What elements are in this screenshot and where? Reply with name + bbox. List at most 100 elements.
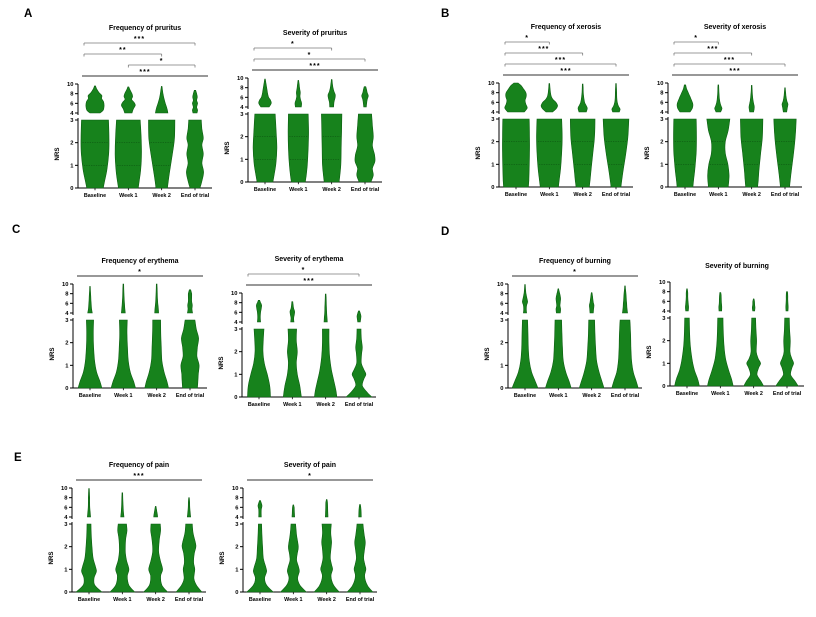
x-tick-label: Week 1 xyxy=(549,393,567,399)
significance-bar: *** xyxy=(76,473,202,481)
plot-title: Frequency of burning xyxy=(539,258,611,265)
significance-stars: *** xyxy=(555,57,566,64)
y-axis-title: NRS xyxy=(48,551,55,564)
y-tick-label: 8 xyxy=(500,292,504,298)
y-tick-label: 10 xyxy=(488,81,494,87)
x-tick-label: End of trial xyxy=(351,187,380,193)
violin-week-2 xyxy=(148,86,176,189)
y-tick-label: 1 xyxy=(234,372,238,378)
significance-stars: * xyxy=(302,267,306,274)
y-tick-label: 10 xyxy=(657,81,663,87)
x-tick-label: End of trial xyxy=(181,193,210,199)
x-axis: Baseline Week 1 Week 2 End of trial xyxy=(78,187,212,199)
significance-bar: * xyxy=(512,269,638,277)
y-tick-label: 6 xyxy=(662,299,666,305)
y-tick-label: 2 xyxy=(234,350,237,356)
significance-stars: * xyxy=(573,269,577,276)
significance-stars: * xyxy=(694,35,698,42)
significance-bar: *** xyxy=(672,68,798,76)
significance-stars: ** xyxy=(119,47,126,54)
x-tick-label: End of trial xyxy=(773,391,802,397)
significance-bar: *** xyxy=(83,36,196,46)
y-tick-label: 2 xyxy=(491,140,494,146)
y-tick-label: 1 xyxy=(500,363,504,369)
violin-week-2 xyxy=(743,298,765,387)
x-tick-label: Week 2 xyxy=(316,402,334,408)
significance-stars: *** xyxy=(309,63,320,70)
x-tick-label: End of trial xyxy=(345,402,374,408)
x-tick-label: Baseline xyxy=(78,597,100,603)
significance-bar: *** xyxy=(504,46,584,56)
significance-stars: *** xyxy=(538,46,549,53)
violin-baseline xyxy=(502,82,530,188)
panel-label-b: B xyxy=(441,8,450,20)
y-axis-title: NRS xyxy=(644,146,651,159)
significance-stars: *** xyxy=(139,69,150,76)
plot-title: Frequency of pruritus xyxy=(109,25,181,32)
violin-week-2 xyxy=(321,79,343,183)
y-tick-label: 0 xyxy=(70,186,73,192)
violin-week-1 xyxy=(545,288,572,389)
x-tick-label: Week 2 xyxy=(146,597,164,603)
violin-week-1 xyxy=(536,83,563,188)
violin-end-of-trial xyxy=(773,87,797,188)
y-tick-label: 6 xyxy=(491,100,495,106)
y-tick-label: 4 xyxy=(234,320,238,326)
violin-end-of-trial xyxy=(180,289,200,389)
plot-frequency-of-xerosis: Frequency of xerosis**********108643210N… xyxy=(475,24,633,198)
y-tick-label: 6 xyxy=(235,505,239,511)
violin-end-of-trial xyxy=(602,83,630,188)
x-tick-label: Week 1 xyxy=(284,597,302,603)
significance-bar: *** xyxy=(504,57,617,67)
y-tick-label: 10 xyxy=(232,486,238,492)
violin-end-of-trial xyxy=(186,90,204,189)
y-tick-label: 2 xyxy=(70,141,73,147)
x-axis: Baseline Week 1 Week 2 End of trial xyxy=(670,385,804,397)
y-tick-label: 3 xyxy=(240,112,244,118)
violin-week-1 xyxy=(110,283,136,389)
y-tick-label: 0 xyxy=(65,386,68,392)
x-tick-label: Week 1 xyxy=(711,391,729,397)
violin-week-2 xyxy=(144,283,169,389)
x-tick-label: Week 1 xyxy=(114,393,132,399)
y-tick-label: 3 xyxy=(234,327,238,333)
x-axis: Baseline Week 1 Week 2 End of trial xyxy=(73,387,207,399)
y-axis-title: NRS xyxy=(219,551,226,564)
significance-stars: *** xyxy=(560,68,571,75)
y-tick-label: 3 xyxy=(491,117,495,123)
x-tick-label: Week 2 xyxy=(582,393,600,399)
y-tick-label: 10 xyxy=(67,82,73,88)
y-tick-label: 8 xyxy=(660,91,664,97)
panel-label-e: E xyxy=(14,452,22,464)
y-tick-label: 6 xyxy=(240,95,244,101)
significance-bar: * xyxy=(504,35,550,45)
y-tick-label: 0 xyxy=(240,180,243,186)
y-tick-label: 3 xyxy=(65,318,69,324)
significance-bar: * xyxy=(253,52,366,62)
y-tick-label: 1 xyxy=(660,162,664,168)
violin-week-1 xyxy=(706,84,731,188)
x-tick-label: Baseline xyxy=(249,597,271,603)
x-tick-label: End of trial xyxy=(346,597,375,603)
violin-week-2 xyxy=(578,292,605,389)
x-tick-label: Baseline xyxy=(676,391,698,397)
x-tick-label: Baseline xyxy=(248,402,270,408)
x-tick-label: Week 1 xyxy=(119,193,137,199)
x-tick-label: Week 1 xyxy=(709,192,727,198)
x-tick-label: Week 2 xyxy=(147,393,165,399)
x-tick-label: Week 2 xyxy=(742,192,760,198)
x-tick-label: Week 2 xyxy=(744,391,762,397)
y-tick-label: 6 xyxy=(65,301,69,307)
significance-bar: *** xyxy=(503,68,629,76)
significance-bar: *** xyxy=(82,69,208,77)
y-tick-label: 6 xyxy=(64,505,68,511)
x-tick-label: Baseline xyxy=(84,193,106,199)
x-axis: Baseline Week 1 Week 2 End of trial xyxy=(248,181,382,193)
y-tick-label: 4 xyxy=(64,515,68,521)
x-axis: Baseline Week 1 Week 2 End of trial xyxy=(668,186,802,198)
y-tick-label: 2 xyxy=(64,545,67,551)
